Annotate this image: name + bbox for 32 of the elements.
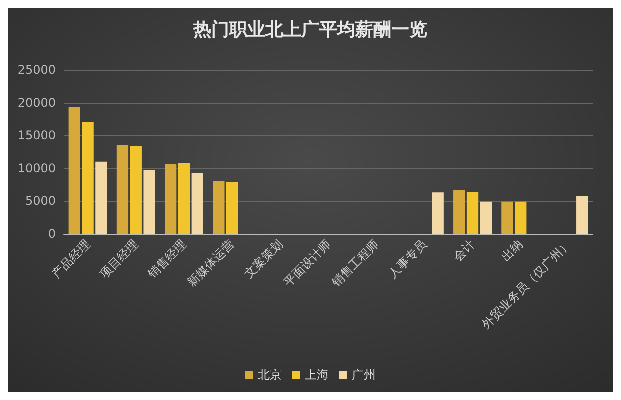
- bar: [116, 145, 129, 234]
- bar: [213, 182, 225, 234]
- y-tick-label: 5000: [25, 194, 56, 208]
- x-tick-label: 会计: [450, 237, 478, 264]
- bar: [432, 192, 444, 234]
- x-tick-label: 人事专员: [386, 237, 430, 281]
- y-tick-label: 25000: [18, 63, 56, 77]
- bar: [502, 202, 514, 234]
- chart-title: 热门职业北上广平均薪酬一览: [192, 20, 428, 40]
- x-tick-label: 销售工程师: [328, 237, 382, 290]
- bar: [164, 164, 177, 234]
- bar: [226, 182, 238, 234]
- bar: [82, 122, 94, 234]
- bar: [480, 202, 492, 234]
- y-tick-label: 10000: [18, 161, 56, 176]
- bar: [192, 172, 204, 234]
- legend-label: 广州: [352, 368, 376, 382]
- legend-label: 上海: [305, 368, 329, 382]
- y-tick-label: 20000: [18, 96, 56, 110]
- bar: [576, 196, 588, 234]
- x-tick-label: 项目经理: [97, 237, 142, 281]
- legend-label: 北京: [258, 368, 282, 382]
- bar: [68, 107, 80, 234]
- bar: [178, 163, 190, 234]
- bar: [454, 190, 466, 234]
- bar: [96, 162, 108, 234]
- bar: [144, 170, 156, 234]
- bar: [515, 202, 527, 234]
- x-tick-label: 出纳: [498, 237, 526, 264]
- y-tick-label: 15000: [18, 128, 56, 143]
- bar: [466, 192, 479, 234]
- bar: [130, 146, 142, 234]
